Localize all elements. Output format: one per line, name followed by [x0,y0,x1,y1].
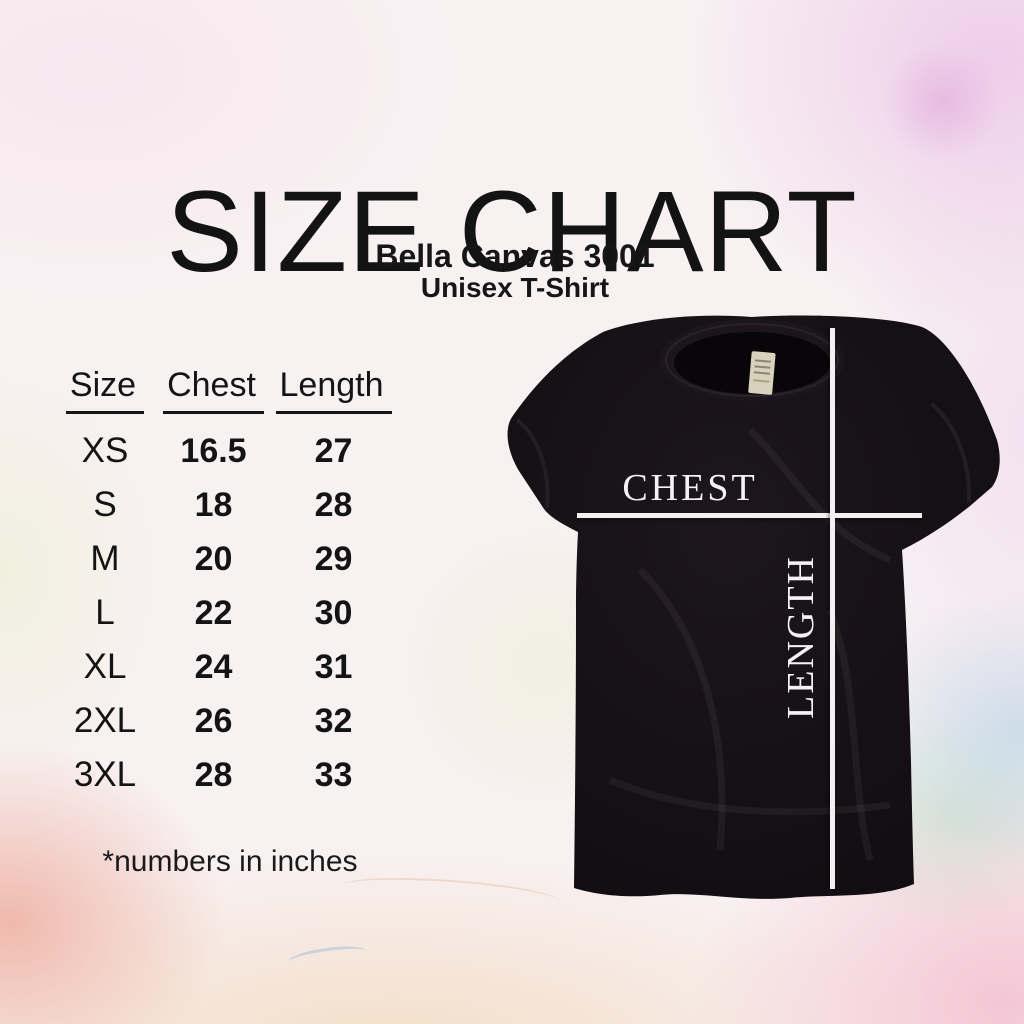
neck-tag [748,351,776,395]
table-row: S 18 28 [50,478,400,532]
table-row: 3XL 28 33 [50,748,400,802]
cell-length: 28 [314,485,353,524]
cell-chest: 16.5 [180,431,247,470]
length-label: LENGTH [780,555,822,719]
watercolor-blue-stroke [287,942,367,971]
cell-chest: 26 [194,701,233,740]
left-cuff-fold [515,418,550,509]
size-table: Size Chest Length XS 16.5 27 S 18 28 M 20 29 L 22 3… [50,366,400,802]
chest-measure-line [577,513,922,518]
cell-size: L [95,593,115,632]
cell-chest: 22 [194,593,233,632]
wrinkle-highlights [608,427,892,861]
cell-chest: 28 [194,755,233,794]
table-row: XL 24 31 [50,640,400,694]
footnote: *numbers in inches [102,845,358,878]
tshirt-body [507,315,1000,899]
cell-length: 32 [314,701,353,740]
cell-length: 31 [314,647,353,686]
cell-chest: 24 [194,647,233,686]
table-row: M 20 29 [50,532,400,586]
cell-size: XS [81,431,129,470]
table-row: XS 16.5 27 [50,424,400,478]
cell-size: 3XL [73,755,137,794]
header-length: Length [267,366,400,424]
cell-length: 29 [314,539,353,578]
tshirt-photo [500,310,1020,920]
cell-length: 30 [314,593,353,632]
chest-label: CHEST [622,467,758,509]
size-table-header: Size Chest Length [50,366,400,424]
table-row: L 22 30 [50,586,400,640]
cell-length: 27 [314,431,353,470]
right-cuff-fold [930,402,972,503]
tshirt-illustration [507,315,1000,899]
cell-size: M [90,539,120,578]
size-table-body: XS 16.5 27 S 18 28 M 20 29 L 22 30 XL 24 31 2XL 26 32 3XL 2… [50,424,400,802]
cell-length: 33 [314,755,353,794]
product-type: Unisex T-Shirt [420,272,610,303]
header-size: Size [50,366,160,424]
product-name: Bella Canvas 3001 [375,238,655,274]
header-row: Size Chest Length [50,366,400,424]
length-measure-line [830,328,835,889]
collar [659,319,845,401]
table-row: 2XL 26 32 [50,694,400,748]
cell-chest: 18 [194,485,233,524]
page-title: SIZE CHART [166,168,858,297]
cell-size: 2XL [73,701,137,740]
cell-size: S [93,485,117,524]
cell-chest: 20 [194,539,233,578]
cell-size: XL [83,647,127,686]
header-chest: Chest [160,366,267,424]
